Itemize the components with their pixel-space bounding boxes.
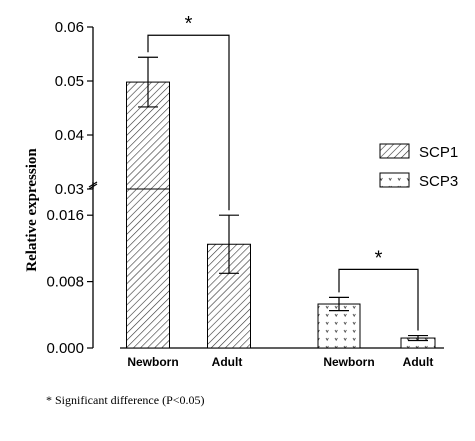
y-tick-label-lower-0: 0.000 bbox=[46, 340, 84, 357]
axis-break-mark-lower bbox=[88, 181, 98, 188]
y-ticks: 0.000 0.008 0.016 0.03 0.04 0.05 0.06 bbox=[46, 19, 93, 357]
legend-swatch-scp3 bbox=[379, 172, 410, 188]
y-tick-label-upper-0: 0.03 bbox=[55, 181, 84, 198]
x-label-scp3-adult: Adult bbox=[403, 355, 434, 369]
legend: SCP1 SCP3 bbox=[379, 143, 458, 190]
y-tick-label-lower-2: 0.016 bbox=[46, 207, 84, 224]
x-label-scp3-newborn: Newborn bbox=[323, 355, 374, 369]
axis-break-mark-upper bbox=[88, 183, 98, 190]
footnote: * Significant difference (P<0.05) bbox=[46, 393, 205, 407]
significance-star-scp1: * bbox=[185, 13, 193, 35]
y-tick-label-upper-1: 0.04 bbox=[55, 127, 84, 144]
bars bbox=[126, 56, 436, 349]
bar-scp1-newborn-lower bbox=[126, 181, 170, 349]
legend-swatch-scp1 bbox=[379, 143, 410, 159]
y-tick-label-upper-2: 0.05 bbox=[55, 73, 84, 90]
significance-bracket-scp3 bbox=[338, 268, 419, 331]
y-tick-label-lower-1: 0.008 bbox=[46, 274, 84, 291]
y-axis-label: Relative expression bbox=[24, 148, 40, 272]
axes bbox=[88, 27, 444, 349]
x-label-scp1-newborn: Newborn bbox=[127, 355, 178, 369]
significance-star-scp3: * bbox=[375, 247, 383, 269]
significance-brackets: ** bbox=[147, 13, 419, 331]
significance-bracket-scp1 bbox=[147, 34, 230, 211]
y-tick-label-upper-3: 0.06 bbox=[55, 19, 84, 36]
x-category-labels: Newborn Adult Newborn Adult bbox=[127, 355, 433, 369]
legend-label-scp3: SCP3 bbox=[419, 173, 458, 190]
legend-label-scp1: SCP1 bbox=[419, 144, 458, 161]
x-label-scp1-adult: Adult bbox=[212, 355, 243, 369]
